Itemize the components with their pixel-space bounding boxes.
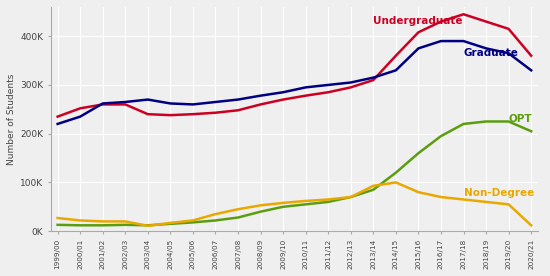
Text: Undergraduate: Undergraduate <box>373 17 463 26</box>
Text: Graduate: Graduate <box>464 48 519 58</box>
Text: OPT: OPT <box>509 114 532 124</box>
Text: Non-Degree: Non-Degree <box>464 188 534 198</box>
Y-axis label: Number of Students: Number of Students <box>7 73 16 165</box>
